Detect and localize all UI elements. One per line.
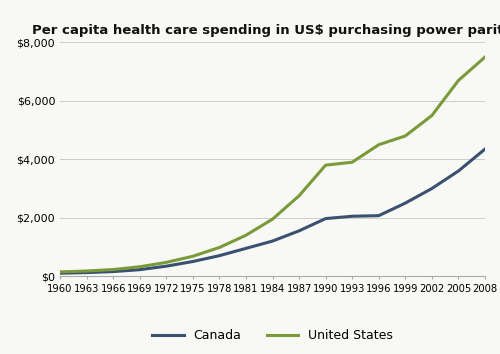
Canada <box>216 253 222 258</box>
Canada <box>163 264 169 268</box>
United States <box>402 134 408 138</box>
United States <box>349 160 355 164</box>
Canada <box>296 229 302 233</box>
United States <box>243 233 249 238</box>
United States <box>163 260 169 264</box>
Title: Per capita health care spending in US$ purchasing power parity: Per capita health care spending in US$ p… <box>32 24 500 37</box>
Canada <box>190 259 196 264</box>
Canada <box>402 201 408 205</box>
Line: Canada: Canada <box>60 149 485 273</box>
Canada <box>84 270 89 275</box>
Canada <box>136 268 142 272</box>
Line: United States: United States <box>60 57 485 272</box>
United States <box>376 143 382 147</box>
Canada <box>429 186 435 190</box>
United States <box>190 254 196 258</box>
United States <box>270 217 276 221</box>
Canada <box>349 214 355 218</box>
United States <box>456 78 462 82</box>
United States <box>482 55 488 59</box>
United States <box>84 269 89 273</box>
United States <box>57 270 63 274</box>
United States <box>322 163 328 167</box>
Canada <box>270 239 276 243</box>
Canada <box>110 269 116 274</box>
Legend: Canada, United States: Canada, United States <box>148 324 398 347</box>
Canada <box>482 147 488 151</box>
Canada <box>376 213 382 218</box>
United States <box>136 265 142 269</box>
United States <box>429 113 435 118</box>
United States <box>110 267 116 272</box>
United States <box>216 245 222 250</box>
Canada <box>456 169 462 173</box>
United States <box>296 194 302 198</box>
Canada <box>322 216 328 221</box>
Canada <box>57 271 63 275</box>
Canada <box>243 246 249 251</box>
